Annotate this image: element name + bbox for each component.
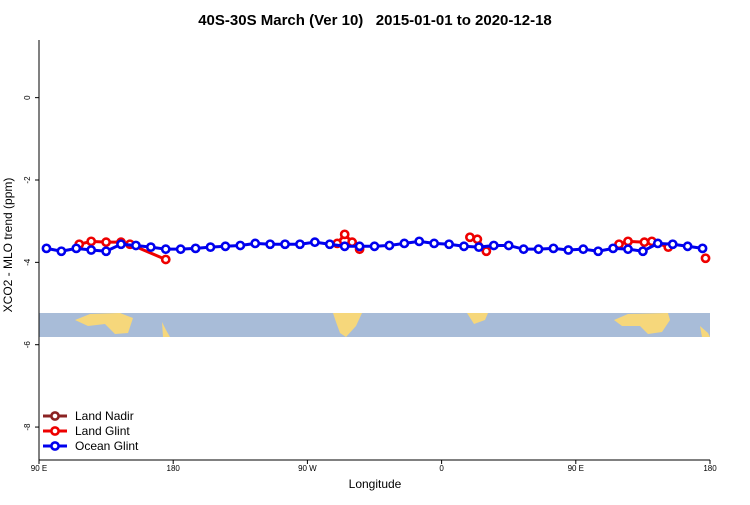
point	[86, 236, 97, 247]
point	[295, 239, 305, 250]
legend-marker	[50, 411, 60, 421]
x-tick-label: 90 W	[298, 464, 317, 473]
point	[533, 244, 544, 255]
point	[518, 244, 529, 255]
point	[347, 237, 358, 248]
point	[623, 236, 633, 247]
point	[623, 244, 633, 255]
point	[71, 243, 82, 254]
legend-label: Ocean Glint	[75, 439, 139, 453]
y-tick-label: -8	[23, 423, 32, 431]
point	[563, 245, 574, 255]
point	[324, 239, 335, 250]
point	[309, 237, 320, 248]
point	[160, 254, 171, 265]
point	[459, 241, 469, 252]
point	[414, 236, 425, 247]
point	[481, 246, 492, 257]
x-tick-label: 0	[439, 464, 444, 473]
point	[41, 243, 52, 254]
point	[667, 239, 678, 250]
x-tick-label: 180	[167, 464, 181, 473]
x-tick-label: 180	[703, 464, 717, 473]
x-tick-label: 90 E	[568, 464, 584, 473]
point	[384, 240, 395, 251]
point	[220, 241, 231, 252]
point	[444, 239, 454, 250]
y-tick-label: -2	[23, 176, 32, 184]
point	[190, 243, 201, 254]
point	[339, 229, 350, 240]
point	[429, 238, 440, 249]
point	[56, 246, 67, 257]
y-tick-label: -4	[23, 258, 32, 266]
point	[250, 238, 261, 249]
point	[131, 240, 141, 251]
point	[354, 241, 365, 252]
point	[101, 237, 111, 248]
y-tick-label: 0	[23, 95, 32, 100]
point	[369, 241, 380, 252]
point	[339, 241, 350, 252]
point	[593, 246, 604, 257]
legend-marker	[50, 426, 60, 436]
point	[488, 240, 499, 251]
point	[697, 243, 708, 254]
x-axis-label: Longitude	[349, 477, 402, 491]
point	[235, 240, 246, 251]
point	[86, 245, 97, 255]
point	[472, 234, 483, 245]
point	[101, 246, 111, 257]
point	[608, 243, 618, 254]
point	[473, 242, 484, 253]
point	[682, 241, 693, 252]
map-strip	[39, 313, 710, 337]
legend-label: Land Glint	[75, 424, 130, 438]
point	[265, 239, 276, 250]
legend-label: Land Nadir	[75, 409, 134, 423]
point	[578, 244, 589, 255]
point	[145, 242, 156, 253]
point	[205, 242, 216, 253]
point	[160, 244, 171, 255]
point	[503, 240, 514, 251]
point	[399, 238, 410, 249]
point	[700, 253, 711, 264]
point	[548, 243, 559, 254]
point	[280, 239, 290, 250]
y-tick-label: -6	[23, 341, 32, 349]
point	[465, 232, 475, 243]
y-axis-label: XCO2 - MLO trend (ppm)	[1, 178, 15, 313]
point	[639, 237, 650, 248]
legend-marker	[50, 441, 60, 451]
point	[652, 238, 663, 249]
chart-title: 40S-30S March (Ver 10) 2015-01-01 to 202…	[198, 12, 552, 29]
point	[638, 246, 648, 257]
x-tick-label: 90 E	[31, 464, 47, 473]
point	[175, 244, 186, 255]
point	[116, 239, 126, 250]
